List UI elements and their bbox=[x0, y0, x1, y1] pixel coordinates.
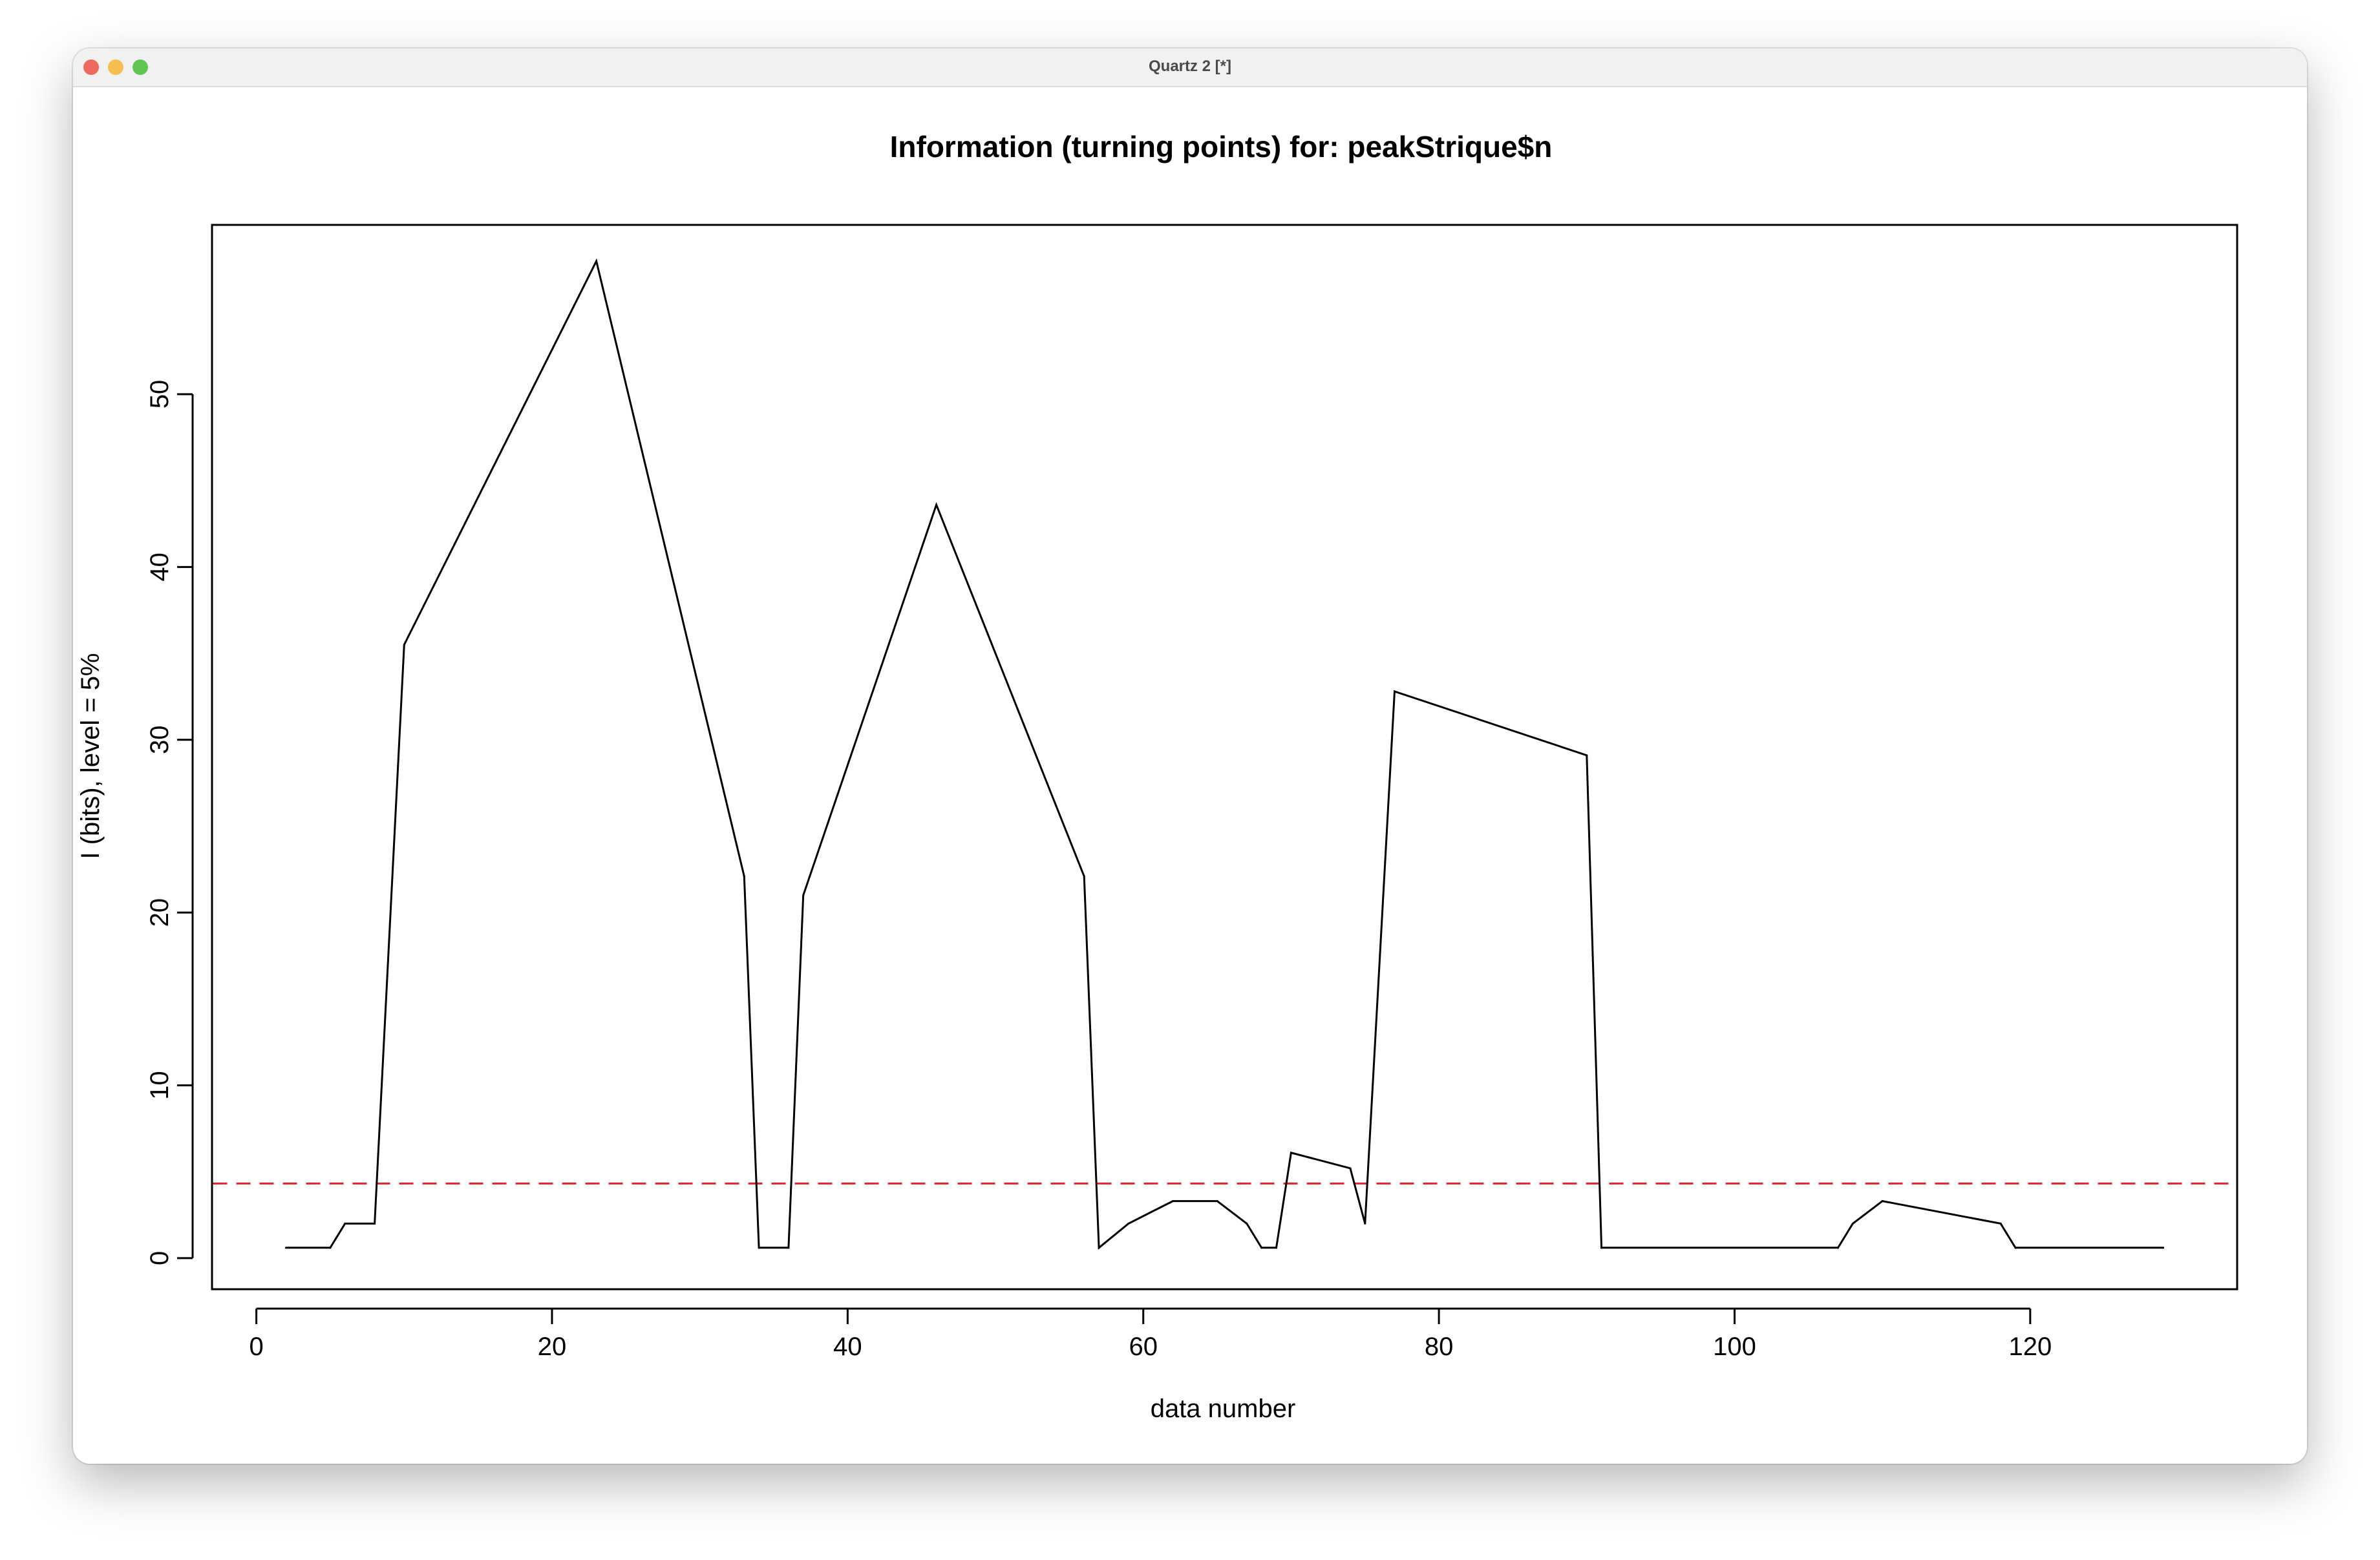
series-points bbox=[284, 260, 2165, 1249]
series-point bbox=[1364, 1222, 1366, 1225]
x-tick-label: 0 bbox=[249, 1333, 263, 1361]
x-tick-label: 40 bbox=[833, 1333, 862, 1361]
series-point bbox=[1393, 690, 1396, 693]
minimize-window-button[interactable] bbox=[108, 59, 123, 75]
x-axis: 0 20 40 60 80 100 120 bbox=[249, 1307, 2052, 1361]
x-tick-label: 20 bbox=[538, 1333, 567, 1361]
chart-canvas: Information (turning points) for: peakSt… bbox=[76, 130, 2238, 1423]
series-point bbox=[2162, 1247, 2165, 1249]
series-point bbox=[284, 1247, 287, 1249]
chart-title: Information (turning points) for: peakSt… bbox=[890, 130, 1553, 163]
plot-frame bbox=[211, 224, 2238, 1291]
x-axis-label: data number bbox=[1151, 1395, 1296, 1423]
x-tick-label: 100 bbox=[1713, 1333, 1756, 1361]
series-point bbox=[1349, 1167, 1352, 1170]
series-point bbox=[1999, 1222, 2002, 1225]
y-tick-label: 30 bbox=[145, 726, 174, 755]
series-point bbox=[595, 260, 598, 262]
y-axis-label: I (bits), level = 5% bbox=[76, 653, 105, 859]
x-tick-label: 60 bbox=[1129, 1333, 1158, 1361]
series-point bbox=[1586, 754, 1588, 757]
y-tick-label: 20 bbox=[145, 898, 174, 927]
series-point bbox=[743, 875, 745, 878]
series-point bbox=[374, 1222, 376, 1225]
y-tick-label: 10 bbox=[145, 1071, 174, 1100]
series-point bbox=[1600, 1247, 1603, 1249]
x-tick-label: 120 bbox=[2008, 1333, 2052, 1361]
series-point bbox=[1083, 875, 1085, 878]
series-point bbox=[1881, 1200, 1884, 1203]
series-point bbox=[344, 1222, 346, 1225]
series-point bbox=[802, 894, 805, 896]
series-point bbox=[1837, 1247, 1840, 1249]
series-point bbox=[935, 503, 938, 506]
series-point bbox=[1851, 1222, 1854, 1225]
window-title: Quartz 2 [*] bbox=[1148, 58, 1231, 75]
y-tick-label: 40 bbox=[145, 553, 174, 582]
series-point bbox=[1290, 1152, 1292, 1154]
series-point bbox=[1275, 1247, 1278, 1249]
series-point bbox=[329, 1247, 332, 1249]
information-series-line bbox=[286, 258, 2163, 1250]
close-window-button[interactable] bbox=[83, 59, 99, 75]
series-point bbox=[2014, 1247, 2017, 1249]
series-point bbox=[758, 1247, 760, 1249]
series-point bbox=[1216, 1200, 1218, 1203]
series-point bbox=[1260, 1247, 1263, 1249]
zoom-window-button[interactable] bbox=[133, 59, 148, 75]
y-axis: 0 10 20 30 40 50 bbox=[145, 380, 194, 1265]
series-point bbox=[1127, 1222, 1130, 1225]
series-point bbox=[1246, 1222, 1248, 1225]
y-tick-label: 50 bbox=[145, 380, 174, 409]
series-point bbox=[787, 1247, 790, 1249]
series-point bbox=[1171, 1200, 1174, 1203]
y-tick-label: 0 bbox=[145, 1251, 174, 1265]
series-point bbox=[403, 644, 405, 646]
plot-window: Quartz 2 [*] Information (turning points… bbox=[73, 48, 2307, 1464]
title-bar[interactable]: Quartz 2 [*] bbox=[73, 48, 2307, 87]
series-point bbox=[1098, 1247, 1100, 1249]
x-tick-label: 80 bbox=[1425, 1333, 1454, 1361]
